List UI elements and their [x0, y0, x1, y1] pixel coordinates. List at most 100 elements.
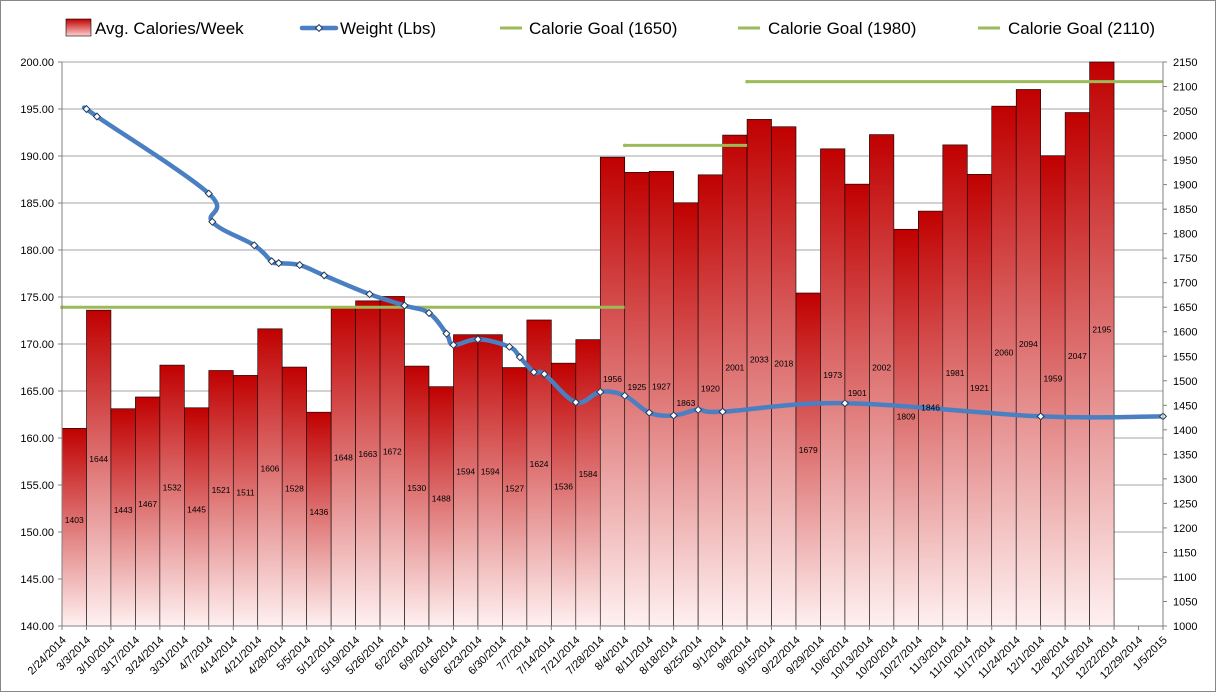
right-axis-tick-label: 1100 [1173, 572, 1197, 584]
weight-point [515, 353, 524, 362]
weight-point [1036, 412, 1045, 421]
calorie-data-label: 2002 [872, 362, 891, 372]
calorie-data-label: 1445 [187, 505, 206, 515]
calorie-bar [966, 174, 993, 627]
calorie-data-label: 2047 [1068, 351, 1087, 361]
calorie-bar [648, 171, 674, 627]
calorie-data-label: 1863 [676, 398, 695, 408]
calorie-data-label: 1956 [603, 374, 622, 384]
right-axis-tick-label: 2050 [1173, 106, 1197, 118]
calorie-data-label: 1809 [897, 412, 916, 422]
left-axis-tick-label: 180.00 [20, 245, 54, 257]
right-axis-tick-label: 1700 [1173, 278, 1197, 290]
weight-point [208, 217, 217, 226]
right-axis-tick-label: 1850 [1173, 204, 1197, 216]
calorie-bar [86, 309, 112, 627]
calorie-data-label: 1594 [481, 467, 500, 477]
calorie-bar [428, 386, 454, 627]
right-axis-tick-label: 1450 [1173, 400, 1197, 412]
calorie-data-label: 2094 [1019, 339, 1038, 349]
calorie-bar [404, 365, 430, 627]
right-axis-tick-label: 1300 [1173, 474, 1197, 486]
weight-point [320, 271, 329, 280]
legend-swatch-calories [65, 18, 92, 37]
calorie-bar [722, 134, 748, 627]
right-axis-tick-label: 1650 [1173, 302, 1197, 314]
calorie-bar [795, 292, 821, 627]
calorie-data-label: 1488 [432, 494, 451, 504]
weight-point [274, 259, 283, 268]
calorie-goal-end-marker [622, 143, 627, 148]
right-axis-tick-label: 1400 [1173, 425, 1197, 437]
weight-point [505, 342, 514, 351]
calorie-bar [526, 319, 552, 627]
right-axis-tick-label: 1750 [1173, 253, 1197, 265]
calorie-bar [281, 366, 307, 627]
right-axis-tick-label: 2150 [1173, 57, 1197, 69]
weight-point [449, 340, 458, 350]
calorie-bar [942, 144, 968, 627]
left-axis-tick-label: 200.00 [20, 57, 54, 69]
weight-point [669, 411, 678, 420]
weight-series-line [81, 105, 1166, 420]
calorie-data-label: 1846 [921, 402, 940, 412]
calorie-data-label: 1443 [114, 505, 133, 515]
calorie-bar [551, 362, 577, 627]
legend-label: Calorie Goal (1980) [768, 19, 916, 38]
weight-point [540, 369, 549, 379]
right-axis-tick-label: 2000 [1173, 131, 1197, 143]
right-axis-tick-label: 1600 [1173, 327, 1197, 339]
weight-point [571, 398, 580, 407]
weight-point [295, 260, 304, 270]
calorie-data-label: 1528 [285, 483, 304, 493]
calorie-data-label: 1959 [1043, 373, 1062, 383]
calorie-bar [697, 174, 723, 627]
left-axis-tick-label: 155.00 [20, 480, 54, 492]
legend-label: Weight (Lbs) [340, 19, 436, 38]
weight-point [596, 387, 605, 397]
weight-point [424, 308, 434, 318]
right-axis-tick-label: 1250 [1173, 498, 1197, 510]
calorie-data-label: 1672 [383, 447, 402, 457]
right-axis-tick-label: 1950 [1173, 155, 1197, 167]
right-axis-tick-label: 2100 [1173, 82, 1197, 94]
left-axis-tick-label: 170.00 [20, 339, 54, 351]
weight-point [694, 405, 703, 414]
calorie-bar [306, 411, 332, 627]
calorie-bar [991, 105, 1017, 627]
calorie-data-label: 1920 [701, 383, 720, 393]
calorie-data-label: 1527 [505, 484, 524, 494]
calorie-data-label: 2018 [774, 358, 793, 368]
weight-point [250, 241, 259, 250]
calorie-data-label: 2195 [1092, 325, 1111, 335]
right-axis-tick-label: 1200 [1173, 523, 1197, 535]
weight-point [82, 104, 91, 114]
right-axis-tick-label: 1000 [1173, 621, 1197, 633]
calorie-bar [771, 126, 797, 627]
weight-point [267, 257, 276, 266]
calorie-data-label: 1981 [946, 368, 965, 378]
calorie-bar [61, 428, 87, 627]
legend-weight-marker [314, 23, 324, 33]
weight-point [365, 290, 374, 299]
calorie-data-label: 1530 [407, 483, 426, 493]
right-axis-tick-label: 1150 [1173, 547, 1197, 559]
legend-label: Calorie Goal (2110) [1008, 19, 1155, 38]
calorie-bar [184, 407, 210, 627]
right-axis-tick-label: 1900 [1173, 180, 1197, 192]
right-axis-tick-label: 1350 [1173, 449, 1197, 461]
calorie-data-label: 1925 [628, 382, 647, 392]
calorie-data-label: 1467 [138, 499, 157, 509]
calorie-bar [869, 134, 895, 627]
left-axis-tick-label: 140.00 [20, 621, 54, 633]
left-axis-tick-label: 145.00 [20, 574, 54, 586]
calorie-data-label: 1679 [799, 445, 818, 455]
calorie-data-label: 1648 [334, 453, 353, 463]
weight-point [620, 391, 629, 400]
calorie-data-label: 1584 [579, 469, 598, 479]
calorie-data-label: 2001 [725, 363, 744, 373]
calorie-bar [135, 396, 161, 627]
calorie-bar [477, 334, 503, 627]
calorie-bar [110, 408, 136, 627]
